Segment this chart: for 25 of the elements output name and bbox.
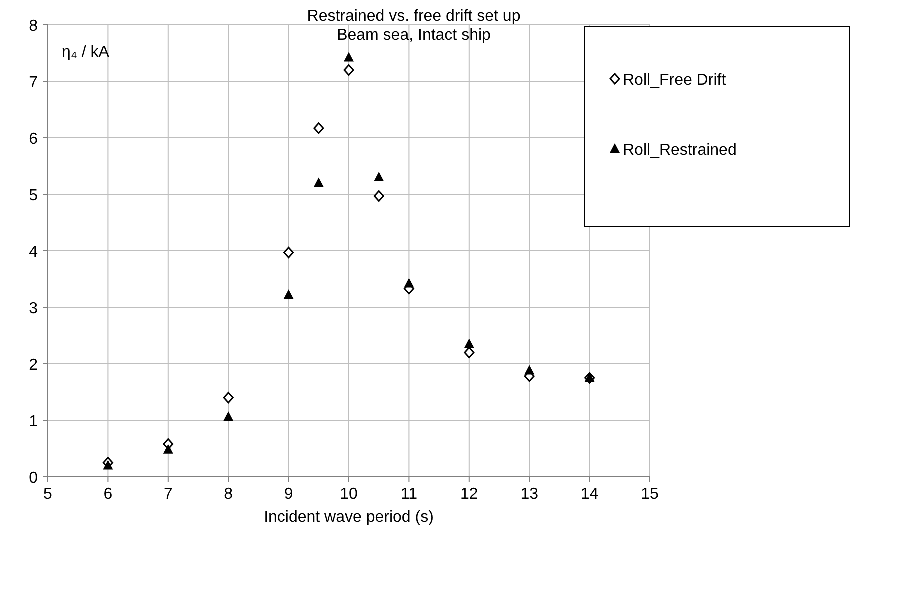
x-tick-label: 7	[164, 486, 173, 503]
x-tick-label: 14	[580, 486, 599, 503]
y-axis-title: η₄ / kA	[62, 44, 110, 61]
x-axis-title: Incident wave period (s)	[264, 509, 434, 526]
x-tick-label: 13	[520, 486, 539, 503]
y-tick-label: 8	[29, 18, 38, 35]
y-tick-label: 6	[29, 131, 38, 148]
x-tick-label: 15	[641, 486, 659, 503]
x-tick-label: 9	[284, 486, 294, 503]
y-tick-label: 2	[29, 357, 38, 374]
chart-title: Restrained vs. free drift set up Beam sea, Intact ship	[307, 8, 521, 44]
y-tick-label: 1	[29, 414, 38, 430]
x-tick-label: 5	[44, 486, 53, 503]
legend-label: Roll_Free Drift	[623, 72, 727, 89]
x-tick-label: 10	[340, 486, 358, 503]
x-tick-label: 8	[224, 486, 234, 503]
y-tick-label: 5	[29, 188, 38, 204]
x-tick-label: 12	[460, 486, 478, 503]
y-tick-label: 3	[29, 300, 38, 318]
y-tick-label: 4	[29, 244, 38, 261]
x-tick-label: 6	[104, 486, 113, 503]
y-tick-label: 0	[29, 470, 38, 487]
x-tick-label: 11	[400, 486, 418, 503]
y-tick-label: 7	[29, 74, 38, 92]
legend-label: Roll_Restrained	[623, 142, 737, 159]
